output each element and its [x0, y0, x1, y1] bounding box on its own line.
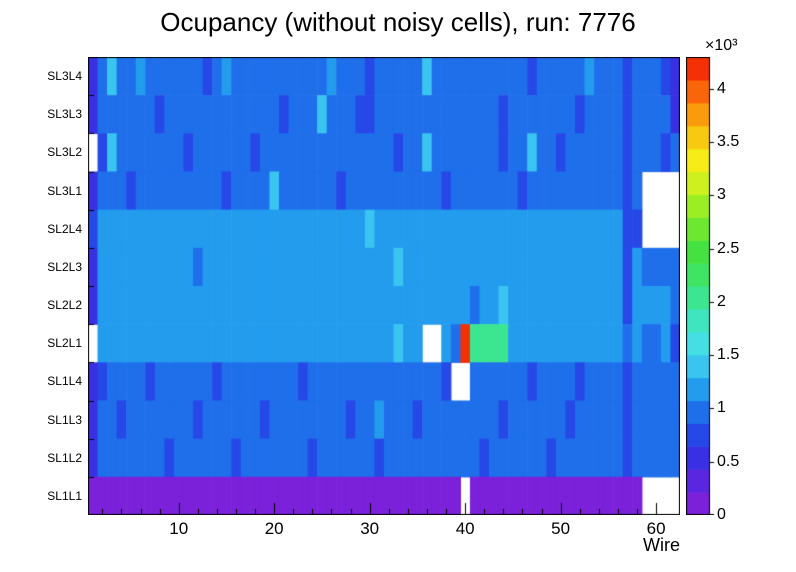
y-row-label: SL2L4	[47, 221, 82, 236]
colorbar-scale-label: ×10³	[705, 37, 738, 54]
y-row-label: SL1L1	[47, 488, 82, 503]
x-tick-label: 40	[455, 519, 475, 538]
y-row-label: SL2L3	[47, 259, 82, 274]
y-row-label: SL1L2	[47, 450, 82, 465]
x-tick-label: 20	[264, 519, 284, 538]
y-row-label: SL2L1	[47, 336, 82, 351]
x-tick-label: 60	[646, 519, 666, 538]
chart-title: Ocupancy (without noisy cells), run: 777…	[160, 7, 636, 37]
x-tick-label: 10	[169, 519, 189, 538]
x-axis-label: Wire	[643, 535, 680, 555]
colorbar-tick-label: 1	[717, 399, 726, 417]
colorbar-tick-label: 0	[717, 506, 726, 523]
colorbar-tick-label: 3.5	[717, 133, 740, 151]
colorbar-tick-label: 2.5	[717, 239, 740, 257]
y-row-label: SL1L4	[47, 374, 82, 389]
colorbar-tick-label: 2	[717, 292, 726, 310]
colorbar-tick-label: 1.5	[717, 346, 740, 364]
y-row-label: SL2L2	[47, 298, 82, 313]
colorbar-tick-label: 4	[717, 79, 726, 97]
x-tick-label: 30	[360, 519, 380, 538]
colorbar-tick-label: 3	[717, 186, 726, 204]
colorbar-canvas	[686, 57, 720, 515]
x-tick-label: 50	[551, 519, 571, 538]
y-row-label: SL1L3	[47, 412, 82, 427]
y-row-label: SL3L3	[47, 107, 82, 122]
colorbar-tick-label: 0.5	[717, 452, 740, 470]
y-row-label: SL3L1	[47, 183, 82, 198]
heatmap-canvas	[88, 57, 680, 515]
y-row-label: SL3L2	[47, 145, 82, 160]
y-row-label: SL3L4	[47, 69, 82, 84]
